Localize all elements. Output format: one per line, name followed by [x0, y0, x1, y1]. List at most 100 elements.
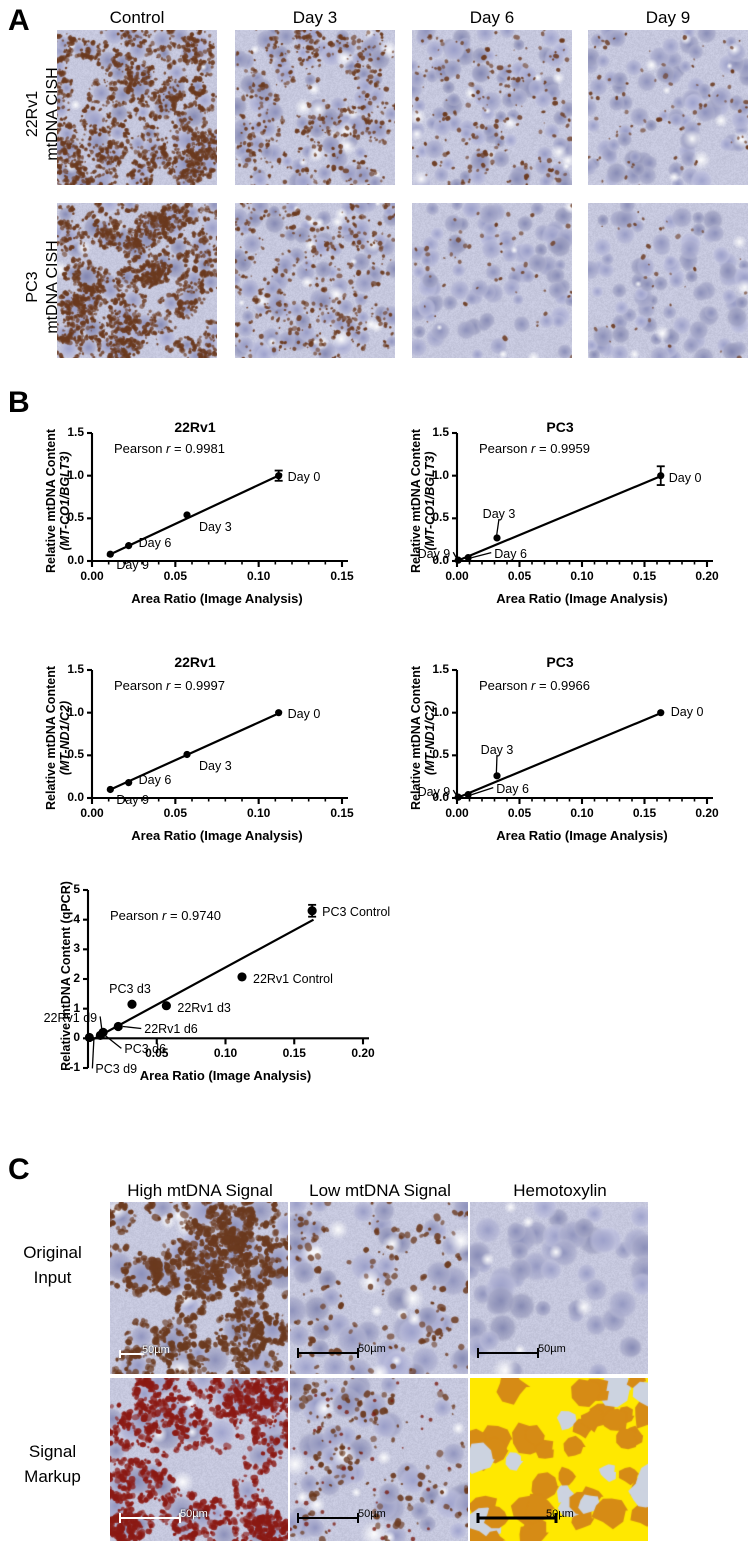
pearson-annotation: Pearson r = 0.9959: [479, 441, 590, 456]
x-tick-label: 0.10: [213, 1046, 238, 1061]
x-tick-label: 0.15: [330, 806, 354, 820]
panel-c-markup-hemotoxylin: [470, 1378, 648, 1541]
y-tick-label: 3: [73, 941, 80, 956]
point-label: Day 6: [496, 781, 529, 796]
data-point: [464, 553, 472, 562]
data-point: [307, 906, 317, 916]
scale-bar-label: 50µm: [180, 1508, 208, 1520]
y-axis-title: Relative mtDNA Content (MT-ND1/C2): [44, 666, 72, 810]
y-tick-label: 1.0: [67, 467, 84, 482]
point-label: 22Rv1 d3: [177, 1000, 231, 1015]
point-label: Day 9: [116, 793, 149, 808]
micrograph-22rv1-day3: [235, 30, 395, 185]
y-tick-label: 0.5: [432, 747, 449, 762]
y-tick-label: -1: [69, 1060, 80, 1074]
panel-c-row-label-signal-line2: Markup: [24, 1467, 81, 1486]
chart-title: PC3: [546, 654, 574, 670]
scale-bar-original-low: 50µm: [296, 1340, 406, 1365]
data-point: [183, 511, 191, 519]
y-axis-title: Relative mtDNA Content (MT-CO1/BGLT3): [409, 429, 437, 573]
y-tick-label: 1.5: [67, 662, 84, 676]
y-tick-label: 1.5: [67, 425, 84, 439]
micrograph-pc3-control: [57, 203, 217, 358]
x-tick-label: 0.00: [445, 806, 469, 820]
x-tick-label: 0.00: [80, 569, 104, 583]
x-tick-label: 0.10: [246, 569, 271, 583]
scale-bar-markup-hemotoxylin: 50µm: [476, 1505, 586, 1530]
y-tick-label: 0.0: [67, 790, 84, 804]
y-tick-label: 0.0: [432, 553, 449, 567]
panel-c-col-header-high: High mtDNA Signal: [127, 1181, 273, 1200]
x-tick-label: 0.05: [163, 806, 187, 820]
point-label: Day 3: [199, 759, 232, 774]
data-point: [464, 790, 472, 799]
chart-pc3-nd1: PC3 0.0 0.5 1.0 1.5 0.00 0.05 0.10 0.15 0.20 Day 9…: [395, 648, 725, 860]
chart-title: PC3: [546, 419, 574, 435]
point-label: 22Rv1 Control: [253, 971, 333, 986]
data-point: [183, 750, 191, 759]
x-tick-label: 0.00: [80, 806, 104, 820]
y-tick-label: 0.5: [67, 510, 84, 525]
data-point: [657, 709, 665, 717]
x-tick-label: 0.20: [351, 1046, 375, 1061]
panel-a-col-header-day6: Day 6: [469, 8, 515, 27]
panel-a-col-header-day9: Day 9: [645, 8, 691, 27]
x-tick-label: 0.15: [632, 569, 657, 583]
panel-a-col-header-day3: Day 3: [292, 8, 338, 27]
x-axis-title: Area Ratio (Image Analysis): [131, 828, 303, 843]
y-tick-label: 1.5: [432, 662, 449, 676]
y-tick-label: 2: [73, 971, 80, 985]
x-tick-label: 0.05: [145, 1046, 169, 1061]
scale-bar-label: 50µm: [546, 1508, 574, 1520]
panel-c-markup-low-mtdna: [290, 1378, 468, 1541]
x-tick-label: 0.10: [246, 806, 271, 820]
micrograph-22rv1-day9: [588, 30, 748, 185]
chart-22rv1-nd1: 22Rv1 0.0 0.5 1.0 1.5 0.00 0.05 0.10 0.15 Day 9 Da…: [30, 648, 360, 860]
x-tick-label: 0.00: [445, 569, 469, 583]
data-point: [106, 785, 114, 794]
point-label: 22Rv1 d9: [43, 1011, 98, 1026]
chart-title: 22Rv1: [174, 419, 216, 435]
micrograph-pc3-day6: [412, 203, 572, 358]
point-label: Day 3: [199, 519, 232, 534]
y-axis-title: Relative mtDNA Content (MT-ND1/C2): [409, 666, 437, 810]
panel-c-col-header-hemotoxylin: Hemotoxylin: [513, 1181, 607, 1200]
point-label: PC3 Control: [322, 904, 391, 919]
micrograph-22rv1-control: [57, 30, 217, 185]
data-point: [84, 1032, 94, 1043]
data-point: [95, 1030, 105, 1040]
scale-bar-markup-high: 50µm: [118, 1505, 228, 1530]
point-label: Day 3: [482, 506, 516, 521]
data-point: [237, 972, 247, 982]
point-label: PC3 d6: [124, 1042, 167, 1057]
point-label: PC3 d3: [109, 982, 151, 997]
panel-c-original-high-mtdna: [110, 1202, 288, 1374]
scale-bar-label: 50µm: [358, 1343, 386, 1355]
data-point: [127, 999, 137, 1009]
y-tick-label: 0.5: [432, 510, 449, 525]
point-label: Day 9: [116, 558, 149, 573]
chart-qpcr-combined: -1 0 1 2 3 4 5 0.05 0.10 0.15 0.20 PC3 d9 22Rv1 d9 PC…: [30, 872, 391, 1124]
data-point: [125, 779, 133, 787]
panel-c-row-label-original-line2: Input: [33, 1268, 72, 1287]
y-axis-title: Relative mtDNA Content (MT-CO1/BGLT3): [44, 429, 72, 573]
point-label: Day 0: [668, 470, 702, 485]
scale-bar-original-high: 50µm: [118, 1340, 208, 1365]
x-tick-label: 0.15: [282, 1046, 306, 1061]
scale-bar-label: 50µm: [358, 1508, 386, 1520]
point-label: 22Rv1 d6: [144, 1022, 198, 1037]
panel-c-original-low-mtdna: [290, 1202, 468, 1374]
panel-a-letter: A: [8, 4, 30, 37]
panel-c-row-label-signal-line1: Signal: [28, 1442, 77, 1461]
x-tick-label: 0.20: [695, 569, 719, 583]
scale-bar-markup-low: 50µm: [296, 1505, 406, 1530]
micrograph-22rv1-day6: [412, 30, 572, 185]
data-point: [493, 534, 501, 542]
panel-c-markup-high-mtdna: [110, 1378, 288, 1541]
micrograph-pc3-day9: [588, 203, 748, 358]
chart-pc3-co1: PC3 0.0 0.5 1.0 1.5 0.00 0.05 0.10 0.15 0.20 Day 9…: [395, 405, 725, 630]
data-point: [106, 550, 114, 558]
scale-bar-label: 50µm: [142, 1344, 170, 1356]
panel-c-row-label-original-line1: Original: [23, 1243, 82, 1262]
data-point: [113, 1021, 123, 1032]
